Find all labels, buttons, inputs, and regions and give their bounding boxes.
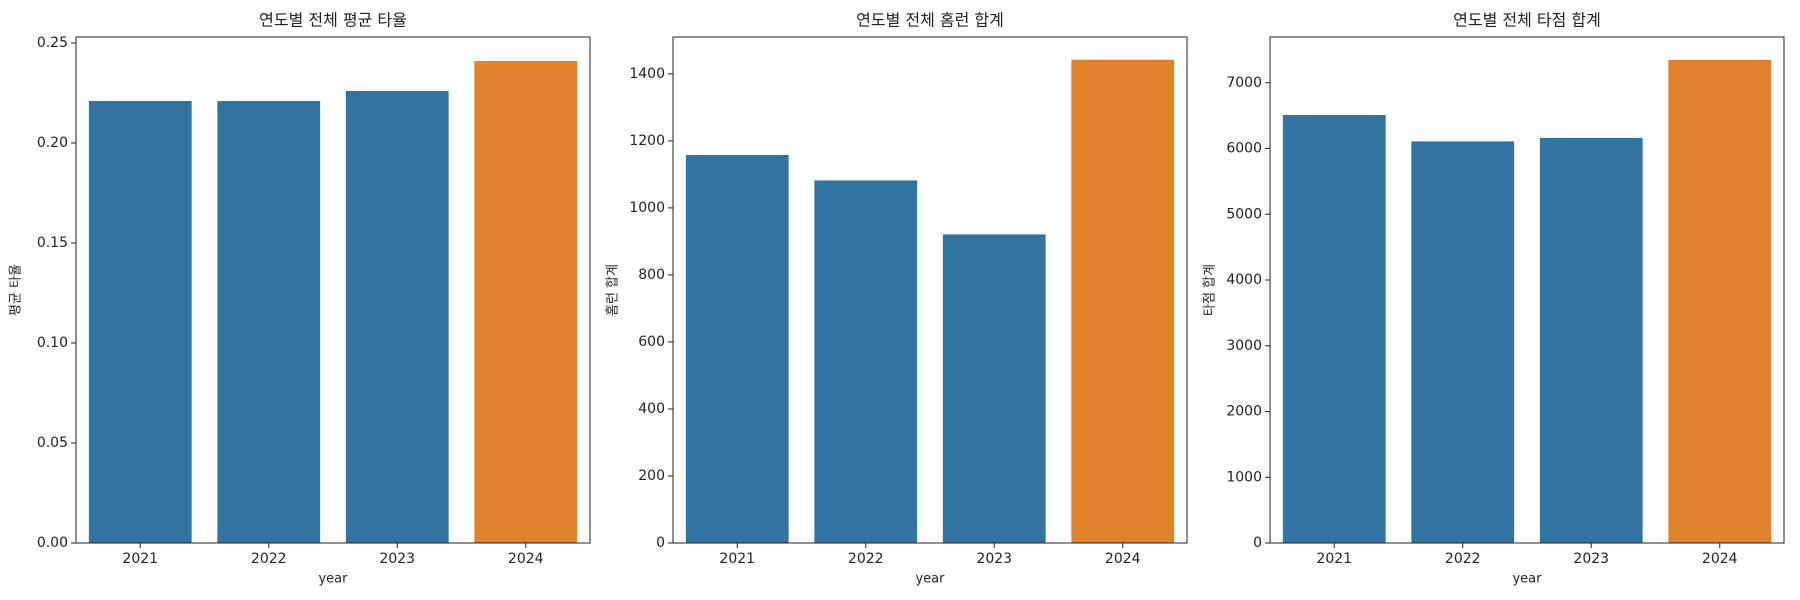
y-tick-label: 0.15 <box>37 235 68 251</box>
bar <box>217 101 321 543</box>
bar <box>1411 141 1515 544</box>
y-tick-label: 400 <box>638 401 665 417</box>
bar <box>814 180 918 543</box>
y-tick-label: 1000 <box>629 200 665 216</box>
chart-title: 연도별 전체 홈런 합계 <box>856 11 1004 30</box>
x-tick-label: 2022 <box>848 551 884 567</box>
bar <box>345 91 449 543</box>
y-tick-label: 800 <box>638 267 665 283</box>
axes-frame <box>75 36 591 544</box>
y-tick-label: 0.20 <box>37 135 68 151</box>
x-axis-label: year <box>1512 572 1542 587</box>
x-tick-label: 2021 <box>122 551 158 567</box>
y-tick-label: 5000 <box>1226 206 1262 222</box>
y-tick-label: 3000 <box>1226 338 1262 354</box>
bar <box>685 154 789 544</box>
x-tick-label: 2022 <box>251 551 287 567</box>
x-tick-label: 2024 <box>508 551 544 567</box>
y-tick-label: 1200 <box>629 133 665 149</box>
x-tick-label: 2021 <box>1316 551 1352 567</box>
y-tick-label: 0 <box>656 535 665 551</box>
y-tick-label: 1000 <box>1226 469 1262 485</box>
y-tick-label: 7000 <box>1226 75 1262 91</box>
y-tick-label: 1400 <box>629 66 665 82</box>
bar <box>88 101 192 543</box>
bar <box>1071 59 1175 544</box>
y-axis-label: 타점 합계 <box>1203 264 1218 316</box>
bar <box>1282 114 1386 543</box>
bar <box>1668 59 1772 544</box>
y-tick-label: 0.00 <box>37 535 68 551</box>
y-tick-label: 4000 <box>1226 272 1262 288</box>
x-axis-label: year <box>318 572 348 587</box>
x-tick-label: 2022 <box>1445 551 1481 567</box>
x-tick-label: 2023 <box>1573 551 1609 567</box>
x-tick-label: 2021 <box>719 551 755 567</box>
bar <box>942 234 1046 543</box>
y-tick-label: 600 <box>638 334 665 350</box>
bar <box>474 61 578 543</box>
y-tick-label: 0 <box>1253 535 1262 551</box>
y-axis-label: 홈런 합계 <box>606 264 621 316</box>
y-tick-label: 200 <box>638 468 665 484</box>
chart-title: 연도별 전체 타점 합계 <box>1453 11 1601 30</box>
x-axis-label: year <box>915 572 945 587</box>
y-tick-label: 0.25 <box>37 35 68 51</box>
x-tick-label: 2024 <box>1702 551 1738 567</box>
x-tick-label: 2023 <box>379 551 415 567</box>
axes-frame <box>672 36 1188 544</box>
y-tick-label: 0.05 <box>37 435 68 451</box>
axes-frame <box>1269 36 1785 544</box>
chart-title: 연도별 전체 평균 타율 <box>259 11 407 30</box>
x-tick-label: 2024 <box>1105 551 1141 567</box>
y-tick-label: 0.10 <box>37 335 68 351</box>
bar <box>1539 137 1643 543</box>
x-tick-label: 2023 <box>976 551 1012 567</box>
y-tick-label: 2000 <box>1226 404 1262 420</box>
y-axis-label: 평균 타율 <box>9 264 24 316</box>
y-tick-label: 6000 <box>1226 141 1262 157</box>
